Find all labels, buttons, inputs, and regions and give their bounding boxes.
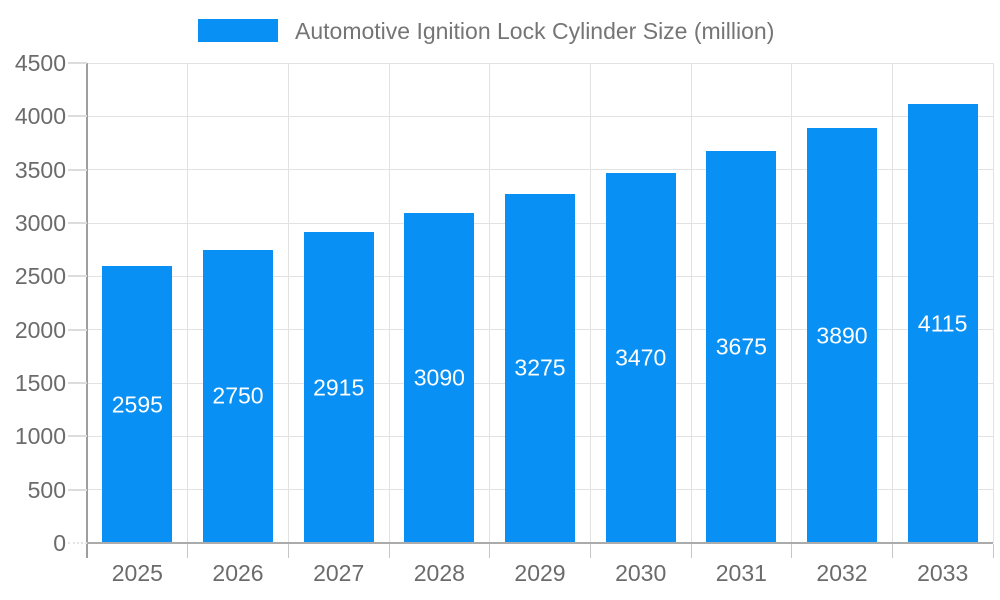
bar[interactable]	[505, 193, 575, 543]
y-tick-label: 0	[53, 530, 66, 556]
gridline-horizontal	[87, 62, 993, 64]
y-tick-label: 4000	[14, 103, 66, 130]
bar-value-label: 4115	[917, 310, 968, 337]
y-tick-label: 2000	[14, 316, 66, 343]
x-tick-mark	[287, 544, 289, 558]
x-tick-mark	[891, 544, 893, 558]
x-tick-mark	[690, 544, 692, 558]
x-tick-mark	[187, 544, 189, 558]
x-tick-label: 2027	[313, 560, 365, 586]
x-tick-label: 2026	[212, 560, 264, 586]
gridline-horizontal	[87, 169, 993, 171]
bar-value-label: 2750	[212, 382, 264, 409]
y-tick-mark	[68, 168, 87, 171]
x-tick-label: 2031	[715, 560, 767, 586]
gridline-vertical	[589, 63, 591, 543]
bar[interactable]	[404, 213, 475, 543]
y-tick-label: 3000	[14, 210, 66, 236]
gridline-vertical	[791, 63, 793, 543]
bar[interactable]	[203, 249, 273, 543]
bar[interactable]	[706, 151, 777, 543]
bar[interactable]	[807, 128, 877, 543]
bar[interactable]	[605, 172, 676, 543]
bar[interactable]	[303, 232, 374, 543]
bar-value-label: 2595	[111, 391, 163, 418]
legend-swatch	[198, 19, 278, 42]
x-tick-mark	[388, 544, 390, 558]
gridline-vertical	[891, 63, 893, 543]
x-tick-mark	[992, 544, 994, 558]
x-tick-label: 2030	[615, 560, 667, 586]
y-tick-mark	[68, 382, 87, 384]
y-tick-mark	[68, 488, 87, 491]
bar-value-label: 3470	[615, 344, 667, 371]
y-tick-label: 500	[27, 476, 66, 503]
x-tick-mark	[791, 544, 793, 558]
x-tick-label: 2029	[514, 560, 566, 586]
y-tick-mark	[68, 62, 87, 64]
bar-value-label: 3275	[514, 354, 566, 381]
bar-value-label: 3090	[413, 364, 465, 391]
bar[interactable]	[907, 104, 978, 543]
gridline-horizontal	[87, 115, 993, 117]
gridline-vertical	[489, 63, 491, 543]
y-tick-mark	[68, 435, 87, 438]
y-tick-label: 2500	[14, 263, 66, 290]
bar[interactable]	[102, 266, 173, 543]
x-tick-label: 2033	[917, 560, 969, 586]
y-axis-line	[86, 63, 88, 558]
gridline-vertical	[690, 63, 692, 543]
y-tick-label: 1500	[14, 370, 66, 396]
bar-value-label: 2915	[313, 374, 365, 401]
plot-area: 2595 2750 2915 3090 3275 3470 3675 3890 4115	[87, 62, 994, 543]
x-tick-mark	[489, 544, 491, 558]
x-axis-line	[87, 542, 993, 544]
y-tick-label: 4500	[14, 50, 66, 76]
x-tick-label: 2032	[816, 560, 868, 586]
gridline-vertical	[992, 63, 994, 543]
legend-label: Automotive Ignition Lock Cylinder Size (…	[295, 18, 775, 44]
y-tick-mark	[68, 115, 87, 118]
gridline-vertical	[187, 63, 189, 543]
gridline-vertical	[287, 63, 289, 543]
y-tick-label: 3500	[14, 156, 66, 183]
y-tick-mark	[68, 328, 87, 331]
bar-value-label: 3890	[816, 322, 868, 349]
bar-value-label: 3675	[715, 333, 767, 360]
y-tick-label: 1000	[14, 423, 66, 450]
gridline-vertical	[388, 63, 390, 543]
x-tick-label: 2028	[413, 560, 465, 586]
x-tick-label: 2025	[111, 560, 163, 586]
y-tick-mark	[68, 222, 87, 224]
x-tick-mark	[589, 544, 591, 558]
y-tick-mark	[68, 542, 87, 544]
y-tick-mark	[68, 275, 87, 278]
